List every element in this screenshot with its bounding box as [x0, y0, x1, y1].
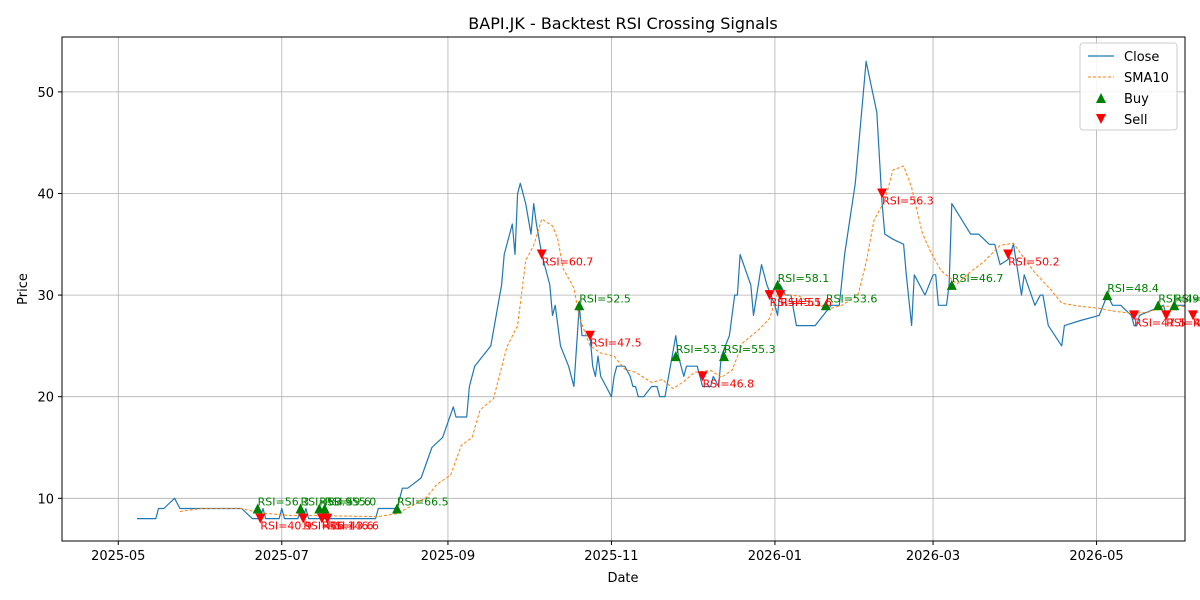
y-tick-label: 30 — [37, 289, 54, 304]
plot-frame — [61, 36, 1186, 542]
buy-rsi-label: RSI=49.9 — [1158, 292, 1200, 305]
signal-markers — [252, 188, 1199, 524]
legend-sma10-label: SMA10 — [1124, 71, 1169, 86]
sell-rsi-label: RSI=51.6 — [780, 296, 832, 309]
x-tick-label: 2026-03 — [906, 549, 960, 564]
y-axis-ticks: 10 20 30 40 50 — [37, 86, 62, 507]
buy-marker — [946, 279, 957, 290]
close-price-line — [137, 60, 1185, 520]
y-tick-label: 20 — [37, 391, 54, 406]
buy-rsi-label: RSI=59.6 — [319, 495, 371, 508]
sell-rsi-label: RSI=60.7 — [542, 255, 594, 268]
buy-marker — [1153, 300, 1164, 311]
buy-marker — [820, 300, 831, 311]
y-axis-label: Price — [16, 273, 31, 305]
x-tick-label: 2025-05 — [91, 549, 145, 564]
sell-rsi-label: RSI=50.2 — [1008, 255, 1060, 268]
buy-marker — [719, 351, 730, 362]
sell-rsi-label: RSI=44.7 — [1193, 316, 1200, 329]
buy-rsi-label: RSI=58.1 — [778, 272, 830, 285]
buy-marker — [574, 300, 585, 311]
buy-rsi-label: RSI=48.4 — [1107, 282, 1159, 295]
sell-marker — [877, 188, 888, 199]
sell-rsi-label: RSI=56.3 — [882, 194, 934, 207]
buy-rsi-label: RSI=53.7 — [676, 343, 728, 356]
sell-marker — [584, 330, 595, 341]
buy-rsi-label: RSI=52.5 — [579, 292, 631, 305]
x-tick-label: 2025-11 — [584, 549, 638, 564]
buy-rsi-label: RSI=53.6 — [826, 292, 878, 305]
x-tick-label: 2026-01 — [748, 549, 802, 564]
sell-rsi-label: RSI=46.8 — [703, 377, 755, 390]
x-tick-label: 2025-07 — [255, 549, 309, 564]
x-tick-label: 2026-05 — [1069, 549, 1123, 564]
buy-rsi-label: RSI=55.0 — [325, 495, 377, 508]
buy-marker — [319, 503, 330, 514]
sell-marker — [1003, 249, 1014, 260]
sell-rsi-label: RSI=46.8 — [1166, 316, 1200, 329]
buy-marker — [295, 503, 306, 514]
sell-marker — [536, 249, 547, 260]
sma10-line — [179, 165, 1185, 518]
x-tick-label: 2025-09 — [421, 549, 475, 564]
legend-close-label: Close — [1124, 50, 1159, 65]
sell-marker — [322, 513, 333, 524]
legend-sell-label: Sell — [1124, 113, 1147, 128]
buy-marker — [1102, 290, 1113, 301]
y-tick-label: 50 — [37, 86, 54, 101]
sell-marker — [255, 513, 266, 524]
sell-rsi-label: RSI=46.1 — [303, 520, 355, 533]
sell-rsi-label: RSI=40.9 — [260, 520, 312, 533]
sell-rsi-label: RSI=47.5 — [590, 337, 642, 350]
buy-marker — [392, 503, 403, 514]
sell-marker — [1129, 310, 1140, 321]
buy-marker — [1169, 300, 1180, 311]
legend: Close SMA10 Buy Sell — [1079, 42, 1178, 131]
legend-sell-marker — [1096, 114, 1106, 124]
chart-title: BAPI.JK - Backtest RSI Crossing Signals — [468, 14, 777, 33]
series-layer — [137, 60, 1185, 520]
buy-marker — [772, 279, 783, 290]
sell-marker — [1161, 310, 1172, 321]
sell-marker — [764, 290, 775, 301]
legend-buy-marker — [1096, 93, 1106, 103]
buy-marker — [670, 351, 681, 362]
sell-rsi-label: RSI=43.6 — [322, 520, 374, 533]
legend-box — [1079, 42, 1178, 131]
buy-rsi-label: RSI=49.1 — [1174, 292, 1200, 305]
x-axis-ticks: 2025-05 2025-07 2025-09 2025-11 2026-01 2026-… — [91, 541, 1124, 564]
sell-rsi-label: RSI=45.5 — [770, 296, 822, 309]
sell-marker — [775, 290, 786, 301]
buy-rsi-label: RSI=53.9 — [301, 495, 353, 508]
sell-rsi-label: RSI=46.6 — [327, 520, 379, 533]
buy-rsi-label: RSI=46.7 — [952, 272, 1004, 285]
sell-marker — [298, 513, 309, 524]
buy-rsi-label: RSI=55.3 — [724, 343, 776, 356]
x-axis-label: Date — [607, 571, 638, 586]
legend-buy-label: Buy — [1124, 92, 1149, 107]
y-tick-label: 10 — [37, 492, 54, 507]
buy-rsi-label: RSI=66.5 — [397, 495, 449, 508]
y-tick-label: 40 — [37, 187, 54, 202]
sell-marker — [1188, 310, 1199, 321]
sell-rsi-label: RSI=47.5 — [1134, 316, 1186, 329]
grid-lines — [62, 37, 1185, 541]
buy-marker — [252, 503, 263, 514]
buy-rsi-label: RSI=56.3 — [258, 495, 310, 508]
sell-marker — [697, 371, 708, 382]
